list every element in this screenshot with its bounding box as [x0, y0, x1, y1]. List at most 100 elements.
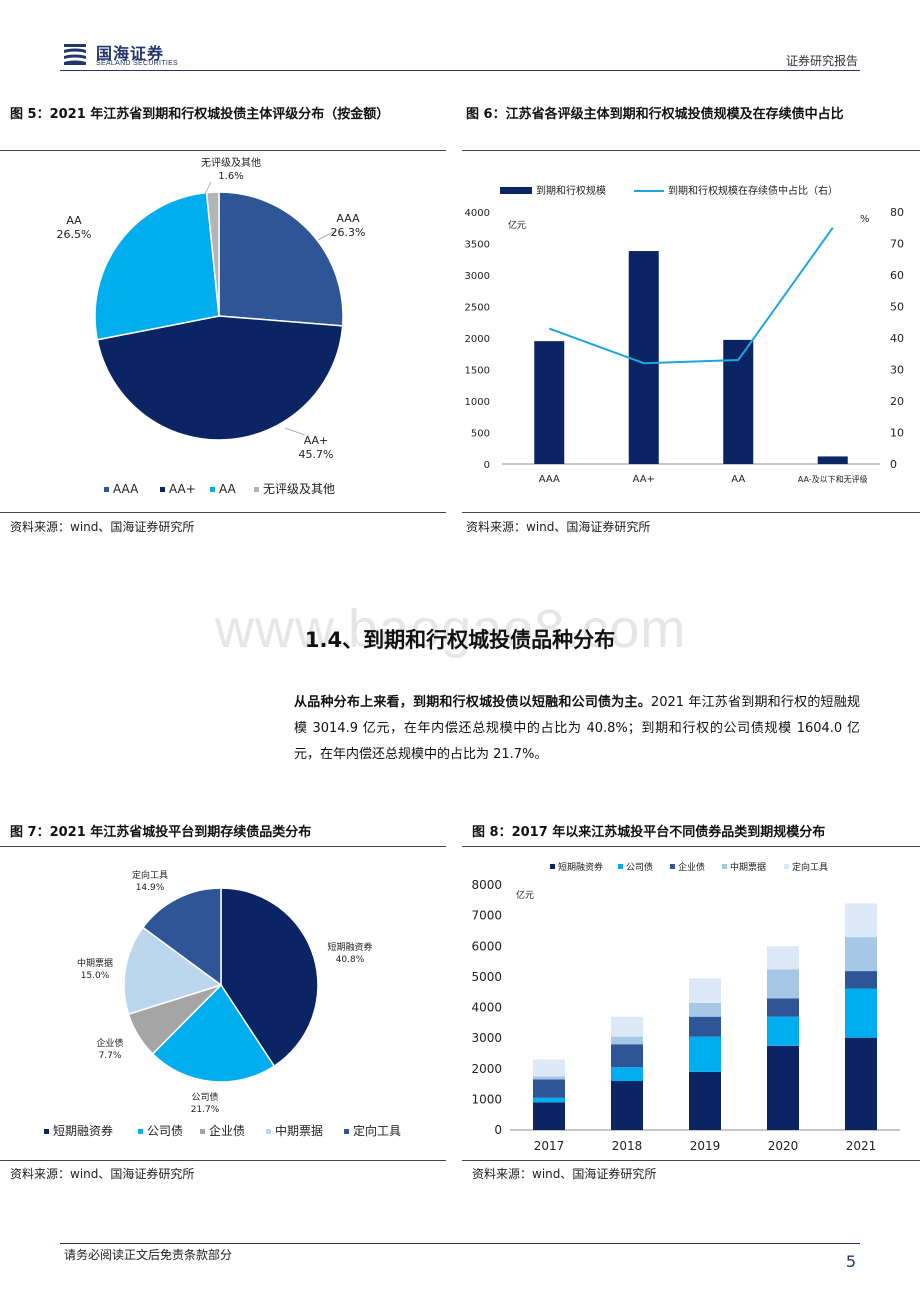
- fig8-source: 资料来源：wind、国海证券研究所: [472, 1167, 657, 1181]
- fig7-legend-label: 中期票据: [275, 1123, 323, 1138]
- fig8-bar-segment: [533, 1059, 565, 1077]
- fig8-bar-segment: [611, 1036, 643, 1045]
- fig6-x-tick: AA: [731, 474, 745, 485]
- fig6-y-right-unit: %: [860, 214, 870, 225]
- fig7-legend-swatch: [266, 1129, 271, 1134]
- header-divider: [60, 70, 860, 71]
- fig8-y-tick: 5000: [471, 970, 502, 984]
- fig5-slice-name: 无评级及其他: [201, 156, 261, 169]
- fig7-source: 资料来源：wind、国海证券研究所: [10, 1167, 195, 1181]
- fig8-bar-segment: [767, 1016, 799, 1046]
- fig7-slice: [123, 926, 223, 1016]
- fig8-bar-segment: [689, 1071, 721, 1130]
- fig6-bar-line-chart: 到期和行权规模 到期和行权规模在存续债中占比（右）0500100015002000…: [465, 184, 904, 485]
- fig8-legend-label: 中期票据: [730, 861, 766, 873]
- fig8-bottom-rule: [462, 1160, 920, 1161]
- fig8-bar-segment: [767, 969, 799, 999]
- fig8-legend-swatch: [550, 864, 555, 869]
- fig8-y-tick: 1000: [471, 1092, 502, 1106]
- fig8-legend-label: 企业债: [678, 861, 705, 873]
- fig8-y-tick: 3000: [471, 1031, 502, 1045]
- fig7-top-rule: [0, 846, 446, 847]
- fig8-bar-segment: [845, 988, 877, 1038]
- fig8-bar-segment: [533, 1097, 565, 1103]
- fig5-legend-swatch: [104, 487, 109, 492]
- fig5-slice-value: 26.5%: [57, 228, 92, 241]
- fig5-slice: [218, 191, 344, 327]
- fig8-bar-segment: [611, 1081, 643, 1130]
- fig8-legend-swatch: [722, 864, 727, 869]
- fig5-slice: [96, 315, 344, 441]
- fig6-y-left-tick: 2500: [465, 303, 490, 314]
- fig8-x-tick: 2018: [612, 1139, 643, 1153]
- fig6-bar: [817, 456, 848, 464]
- fig8-y-tick: 4000: [471, 1001, 502, 1015]
- fig6-y-right-tick: 60: [890, 269, 904, 282]
- fig7-legend-label: 公司债: [147, 1124, 183, 1138]
- fig6-x-tick: AA-及以下和无评级: [798, 474, 868, 484]
- fig8-x-tick: 2021: [846, 1139, 877, 1153]
- fig6-y-left-tick: 3500: [465, 240, 490, 251]
- fig6-y-right-tick: 10: [890, 427, 904, 440]
- fig5-slice-value: 45.7%: [299, 448, 334, 461]
- fig8-bar-segment: [533, 1079, 565, 1098]
- fig6-y-right-tick: 0: [890, 458, 897, 471]
- fig8-bar-segment: [845, 1037, 877, 1130]
- body-paragraph: 从品种分布上来看，到期和行权城投债以短融和公司债为主。2021 年江苏省到期和行…: [294, 690, 860, 768]
- fig6-bottom-rule: [462, 512, 920, 513]
- fig5-legend-label: AA+: [169, 482, 196, 496]
- fig7-slice-name: 公司债: [191, 1091, 218, 1103]
- fig6-x-tick: AAA: [539, 474, 560, 485]
- fig6-y-left-tick: 0: [484, 460, 490, 471]
- paragraph-rest: 2021 年江苏省到期和行权的短融规模 3014.9 亿元，在年内偿还总规模中的…: [294, 695, 860, 762]
- fig7-slice-value: 40.8%: [336, 955, 365, 965]
- fig8-y-tick: 0: [494, 1123, 502, 1137]
- fig8-y-tick: 7000: [471, 909, 502, 923]
- logo-text-cn: 国海证券: [96, 44, 165, 63]
- fig8-bar-segment: [689, 1016, 721, 1037]
- fig8-bar-segment: [611, 1044, 643, 1068]
- fig8-top-rule: [462, 846, 920, 847]
- fig7-bottom-rule: [0, 1160, 446, 1161]
- fig7-legend-label: 定向工具: [353, 1123, 401, 1138]
- fig5-top-rule: [0, 150, 446, 151]
- fig7-slice-name: 定向工具: [132, 869, 168, 881]
- fig8-y-tick: 2000: [471, 1062, 502, 1076]
- fig6-source: 资料来源：wind、国海证券研究所: [466, 520, 651, 534]
- fig8-y-tick: 6000: [471, 939, 502, 953]
- fig7-pie-chart: 短期融资券 40.8% 公司债 21.7% 企业债 7.7% 中期票据 15.0% 定向工具 14…: [44, 869, 401, 1138]
- fig8-bar-segment: [533, 1102, 565, 1130]
- fig6-y-right-tick: 20: [890, 395, 904, 408]
- fig7-legend-swatch: [200, 1129, 205, 1134]
- fig8-bar-segment: [611, 1016, 643, 1037]
- fig6-x-tick: AA+: [633, 474, 655, 485]
- fig8-legend-swatch: [670, 864, 675, 869]
- fig8-legend-swatch: [618, 864, 623, 869]
- fig7-slice-name: 中期票据: [77, 957, 113, 969]
- fig5-title: 图 5：2021 年江苏省到期和行权城投债主体评级分布（按金额）: [10, 107, 390, 122]
- fig6-top-rule: [462, 150, 920, 151]
- fig8-x-tick: 2020: [768, 1139, 799, 1153]
- fig8-title: 图 8：2017 年以来江苏城投平台不同债券品类到期规模分布: [472, 825, 826, 840]
- fig5-legend-swatch: [210, 487, 215, 492]
- fig6-y-right-tick: 70: [890, 238, 904, 251]
- fig8-bar-segment: [767, 1045, 799, 1130]
- fig8-bar-segment: [533, 1076, 565, 1080]
- fig6-bar: [628, 251, 659, 464]
- fig6-legend-label: 到期和行权规模: [536, 184, 606, 197]
- fig8-legend-label: 公司债: [626, 861, 653, 873]
- fig7-legend-label: 企业债: [209, 1123, 245, 1138]
- company-logo: 国海证券 SEALAND SECURITIES: [60, 38, 240, 72]
- paragraph-lead: 从品种分布上来看，到期和行权城投债以短融和公司债为主。: [294, 695, 651, 710]
- fig6-legend-swatch-bar: [500, 187, 532, 194]
- fig7-legend-swatch: [44, 1129, 49, 1134]
- fig6-y-right-tick: 40: [890, 332, 904, 345]
- fig7-slice: [141, 887, 222, 987]
- fig7-slice-name: 企业债: [96, 1037, 123, 1049]
- fig6-line-series: [548, 227, 834, 365]
- report-type-label: 证券研究报告: [785, 54, 858, 68]
- logo-text-en: SEALAND SECURITIES: [96, 60, 179, 67]
- fig7-legend-label: 短期融资券: [53, 1123, 113, 1138]
- fig5-slice-value: 26.3%: [331, 226, 366, 239]
